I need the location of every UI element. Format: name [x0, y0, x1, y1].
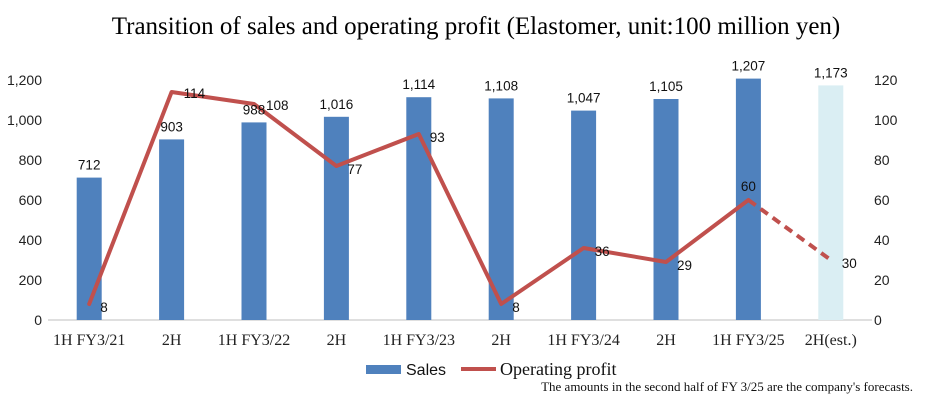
- y-left-tick-label: 200: [19, 272, 43, 288]
- y-right-tick-label: 20: [874, 272, 890, 288]
- sales-value-label: 1,047: [567, 91, 601, 106]
- sales-value-label: 1,105: [649, 79, 683, 94]
- profit-value-label: 60: [741, 179, 756, 194]
- x-tick-label: 1H FY3/23: [383, 332, 455, 349]
- x-tick-label: 1H FY3/22: [218, 332, 290, 349]
- footnote: The amounts in the second half of FY 3/2…: [541, 379, 913, 394]
- chart-title: Transition of sales and operating profit…: [112, 13, 841, 40]
- sales-value-label: 1,016: [320, 97, 354, 112]
- profit-value-label: 93: [430, 130, 445, 145]
- sales-bar: [323, 116, 349, 320]
- sales-value-label: 1,207: [732, 59, 766, 74]
- profit-value-label: 114: [184, 86, 206, 101]
- sales-bar: [159, 139, 185, 320]
- y-left-tick-label: 1,000: [7, 112, 42, 128]
- profit-value-label: 30: [842, 256, 857, 271]
- x-tick-label: 2H: [656, 332, 676, 349]
- sales-value-label: 1,173: [814, 65, 848, 80]
- sales-bar: [653, 99, 679, 320]
- y-right-tick-label: 120: [874, 72, 898, 88]
- y-right-tick-label: 100: [874, 112, 898, 128]
- profit-value-label: 8: [100, 300, 108, 315]
- operating-profit-forecast-line: [747, 198, 832, 262]
- profit-value-label: 77: [347, 162, 362, 177]
- legend-profit-label: Operating profit: [500, 359, 616, 379]
- operating-profit-line: [87, 90, 751, 306]
- y-right-tick-label: 60: [874, 192, 890, 208]
- sales-bar: [571, 110, 597, 320]
- legend: Sales Operating profit: [366, 359, 616, 379]
- y-left-tick-label: 1,200: [7, 72, 42, 88]
- y-left-tick-label: 0: [34, 312, 42, 328]
- y-right-tick-label: 40: [874, 232, 890, 248]
- y-left-tick-label: 600: [19, 192, 43, 208]
- y-right-tick-label: 80: [874, 152, 890, 168]
- y-left-tick-label: 800: [19, 152, 43, 168]
- sales-bar: [76, 177, 102, 320]
- legend-sales-label: Sales: [406, 362, 446, 379]
- x-tick-label: 2H: [327, 332, 347, 349]
- sales-bar: [818, 85, 844, 321]
- profit-value-label: 8: [512, 300, 520, 315]
- sales-value-label: 1,114: [402, 77, 435, 92]
- sales-value-label: 1,108: [484, 78, 518, 93]
- x-tick-label: 2H(est.): [805, 332, 857, 349]
- x-tick-label: 1H FY3/25: [712, 332, 784, 349]
- y-left-tick-label: 400: [19, 232, 43, 248]
- profit-value-label: 108: [266, 98, 289, 113]
- x-tick-label: 1H FY3/24: [547, 332, 619, 349]
- sales-value-label: 988: [243, 102, 266, 117]
- sales-bar: [241, 122, 267, 321]
- profit-value-label: 36: [595, 244, 610, 259]
- x-tick-label: 1H FY3/21: [53, 332, 125, 349]
- x-tick-label: 2H: [491, 332, 511, 349]
- legend-sales-swatch: [366, 365, 401, 374]
- sales-value-label: 903: [160, 119, 183, 134]
- profit-value-label: 29: [677, 258, 692, 273]
- sales-bar: [406, 97, 432, 320]
- sales-value-label: 712: [78, 158, 101, 173]
- plot-area: 0 200 400 600 800 1,000 1,200 0 20 40 60 80 100 120 1H…: [7, 59, 898, 349]
- x-tick-label: 2H: [162, 332, 182, 349]
- y-right-tick-label: 0: [874, 312, 882, 328]
